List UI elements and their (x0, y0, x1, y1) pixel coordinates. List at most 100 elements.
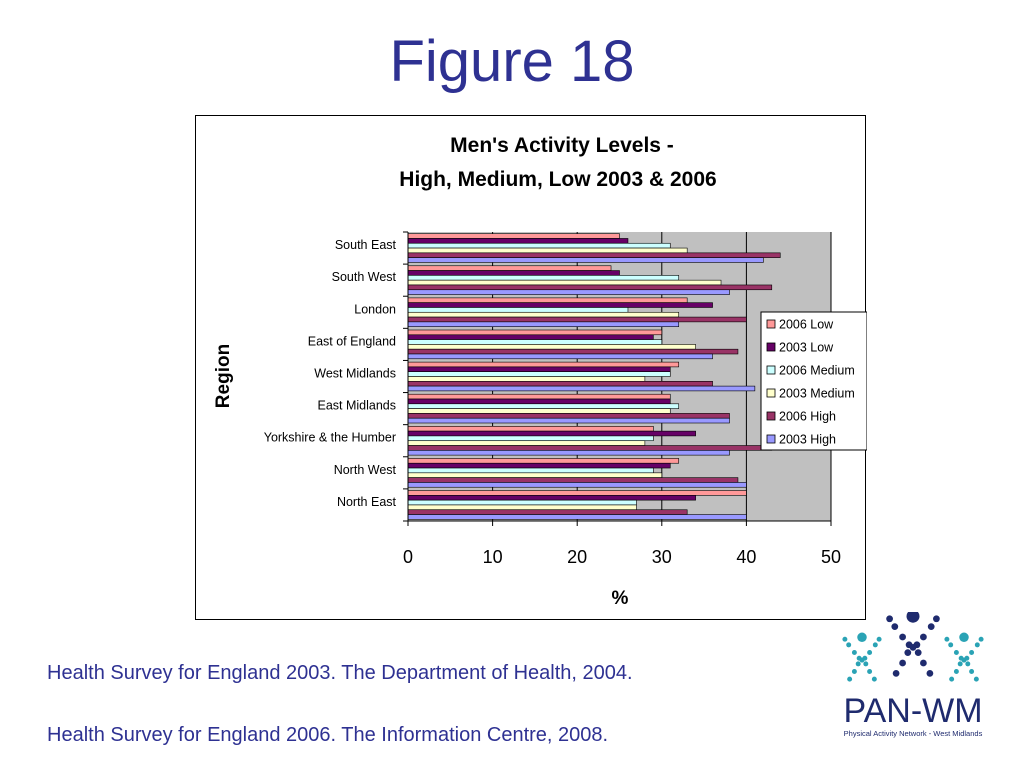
logo-name: PAN-WM (843, 692, 982, 730)
bar (407, 477, 739, 483)
bar (407, 385, 756, 392)
chart-frame: Men's Activity Levels - High, Medium, Lo… (195, 115, 867, 620)
bar (407, 289, 730, 295)
bar (407, 450, 730, 456)
category-label: West Midlands (314, 367, 396, 381)
legend-swatch (766, 319, 776, 329)
x-tick-label: 0 (403, 547, 413, 567)
bar (407, 430, 696, 437)
bar (407, 398, 671, 405)
bar (407, 417, 730, 424)
bar (407, 408, 671, 414)
legend-label: 2006 Low (779, 318, 834, 332)
legend-swatch (766, 342, 776, 352)
bar (407, 348, 739, 355)
bar (407, 284, 773, 291)
category-label: Yorkshire & the Humber (264, 431, 396, 445)
bar (407, 321, 680, 327)
bar (407, 482, 747, 488)
bar (407, 316, 747, 323)
bar (407, 440, 646, 446)
x-tick-label: 10 (483, 547, 503, 567)
bar (407, 311, 680, 318)
bar (407, 376, 646, 382)
legend-label: 2003 High (779, 433, 836, 447)
bar (407, 403, 680, 409)
x-tick-labels: 0 10 20 30 40 50 (403, 547, 841, 567)
bar (407, 467, 654, 474)
bar (407, 462, 671, 469)
bar (407, 495, 696, 501)
x-tick-label: 20 (567, 547, 587, 567)
category-label: London (354, 302, 396, 316)
bar (407, 413, 730, 419)
legend-swatch (766, 434, 776, 444)
bar (407, 509, 688, 515)
bar (407, 371, 671, 377)
bar (407, 265, 612, 271)
x-tick-label: 50 (821, 547, 841, 567)
bars (407, 233, 781, 520)
x-tick-label: 30 (652, 547, 672, 567)
citation-2006: Health Survey for England 2006. The Info… (47, 724, 609, 746)
bar (407, 504, 637, 511)
bar (407, 458, 680, 464)
bar (407, 353, 713, 360)
bar (407, 247, 688, 254)
category-label: North West (334, 463, 397, 477)
bar (407, 380, 713, 387)
category-label: South West (332, 270, 397, 284)
category-label: East of England (308, 334, 396, 348)
bar (407, 270, 620, 276)
bar (407, 366, 671, 372)
logo-figures-icon (842, 609, 984, 682)
bar (407, 361, 680, 368)
bar-chart: Men's Activity Levels - High, Medium, Lo… (213, 134, 867, 609)
bar (407, 472, 663, 478)
category-label: North East (337, 495, 397, 509)
bar (407, 233, 620, 239)
citation-2003: Health Survey for England 2003. The Depa… (47, 662, 633, 684)
legend-box (760, 311, 867, 451)
bar (407, 279, 722, 286)
legend-label: 2003 Low (779, 341, 834, 355)
x-tick-label: 40 (736, 547, 756, 567)
bar (407, 257, 764, 263)
bar (407, 393, 671, 400)
pan-wm-logo: PAN-WM Physical Activity Network - West … (828, 609, 998, 762)
bar (407, 445, 773, 451)
chart-title-line1: Men's Activity Levels - (450, 134, 674, 157)
logo-tagline: Physical Activity Network - West Midland… (844, 729, 983, 738)
bar (407, 426, 654, 432)
bar (407, 435, 654, 442)
legend: 2006 Low 2003 Low 2006 Medium 2003 Medium 20… (760, 311, 867, 451)
bar (407, 329, 663, 336)
bar (407, 339, 663, 345)
category-label: East Midlands (317, 399, 396, 413)
bar (407, 307, 629, 313)
legend-label: 2003 Medium (779, 387, 855, 401)
bar (407, 514, 747, 520)
legend-label: 2006 High (779, 410, 836, 424)
legend-label: 2006 Medium (779, 364, 855, 378)
bar (407, 297, 688, 303)
bar (407, 302, 713, 308)
bar (407, 490, 747, 496)
chart-title-line2: High, Medium, Low 2003 & 2006 (399, 168, 716, 191)
category-label: South East (335, 238, 397, 252)
bar (407, 238, 629, 244)
slide-title: Figure 18 (389, 29, 635, 94)
legend-swatch (766, 365, 776, 375)
axes (403, 231, 832, 526)
y-axis-label: Region (213, 344, 234, 408)
bar (407, 242, 671, 249)
bar (407, 275, 680, 281)
category-labels: South East South West London East of Englan… (264, 238, 397, 509)
legend-swatch (766, 388, 776, 398)
bar (407, 499, 637, 506)
bar (407, 344, 696, 350)
bar (407, 252, 781, 258)
legend-swatch (766, 411, 776, 421)
x-axis-label: % (612, 588, 629, 609)
bar (407, 334, 654, 340)
